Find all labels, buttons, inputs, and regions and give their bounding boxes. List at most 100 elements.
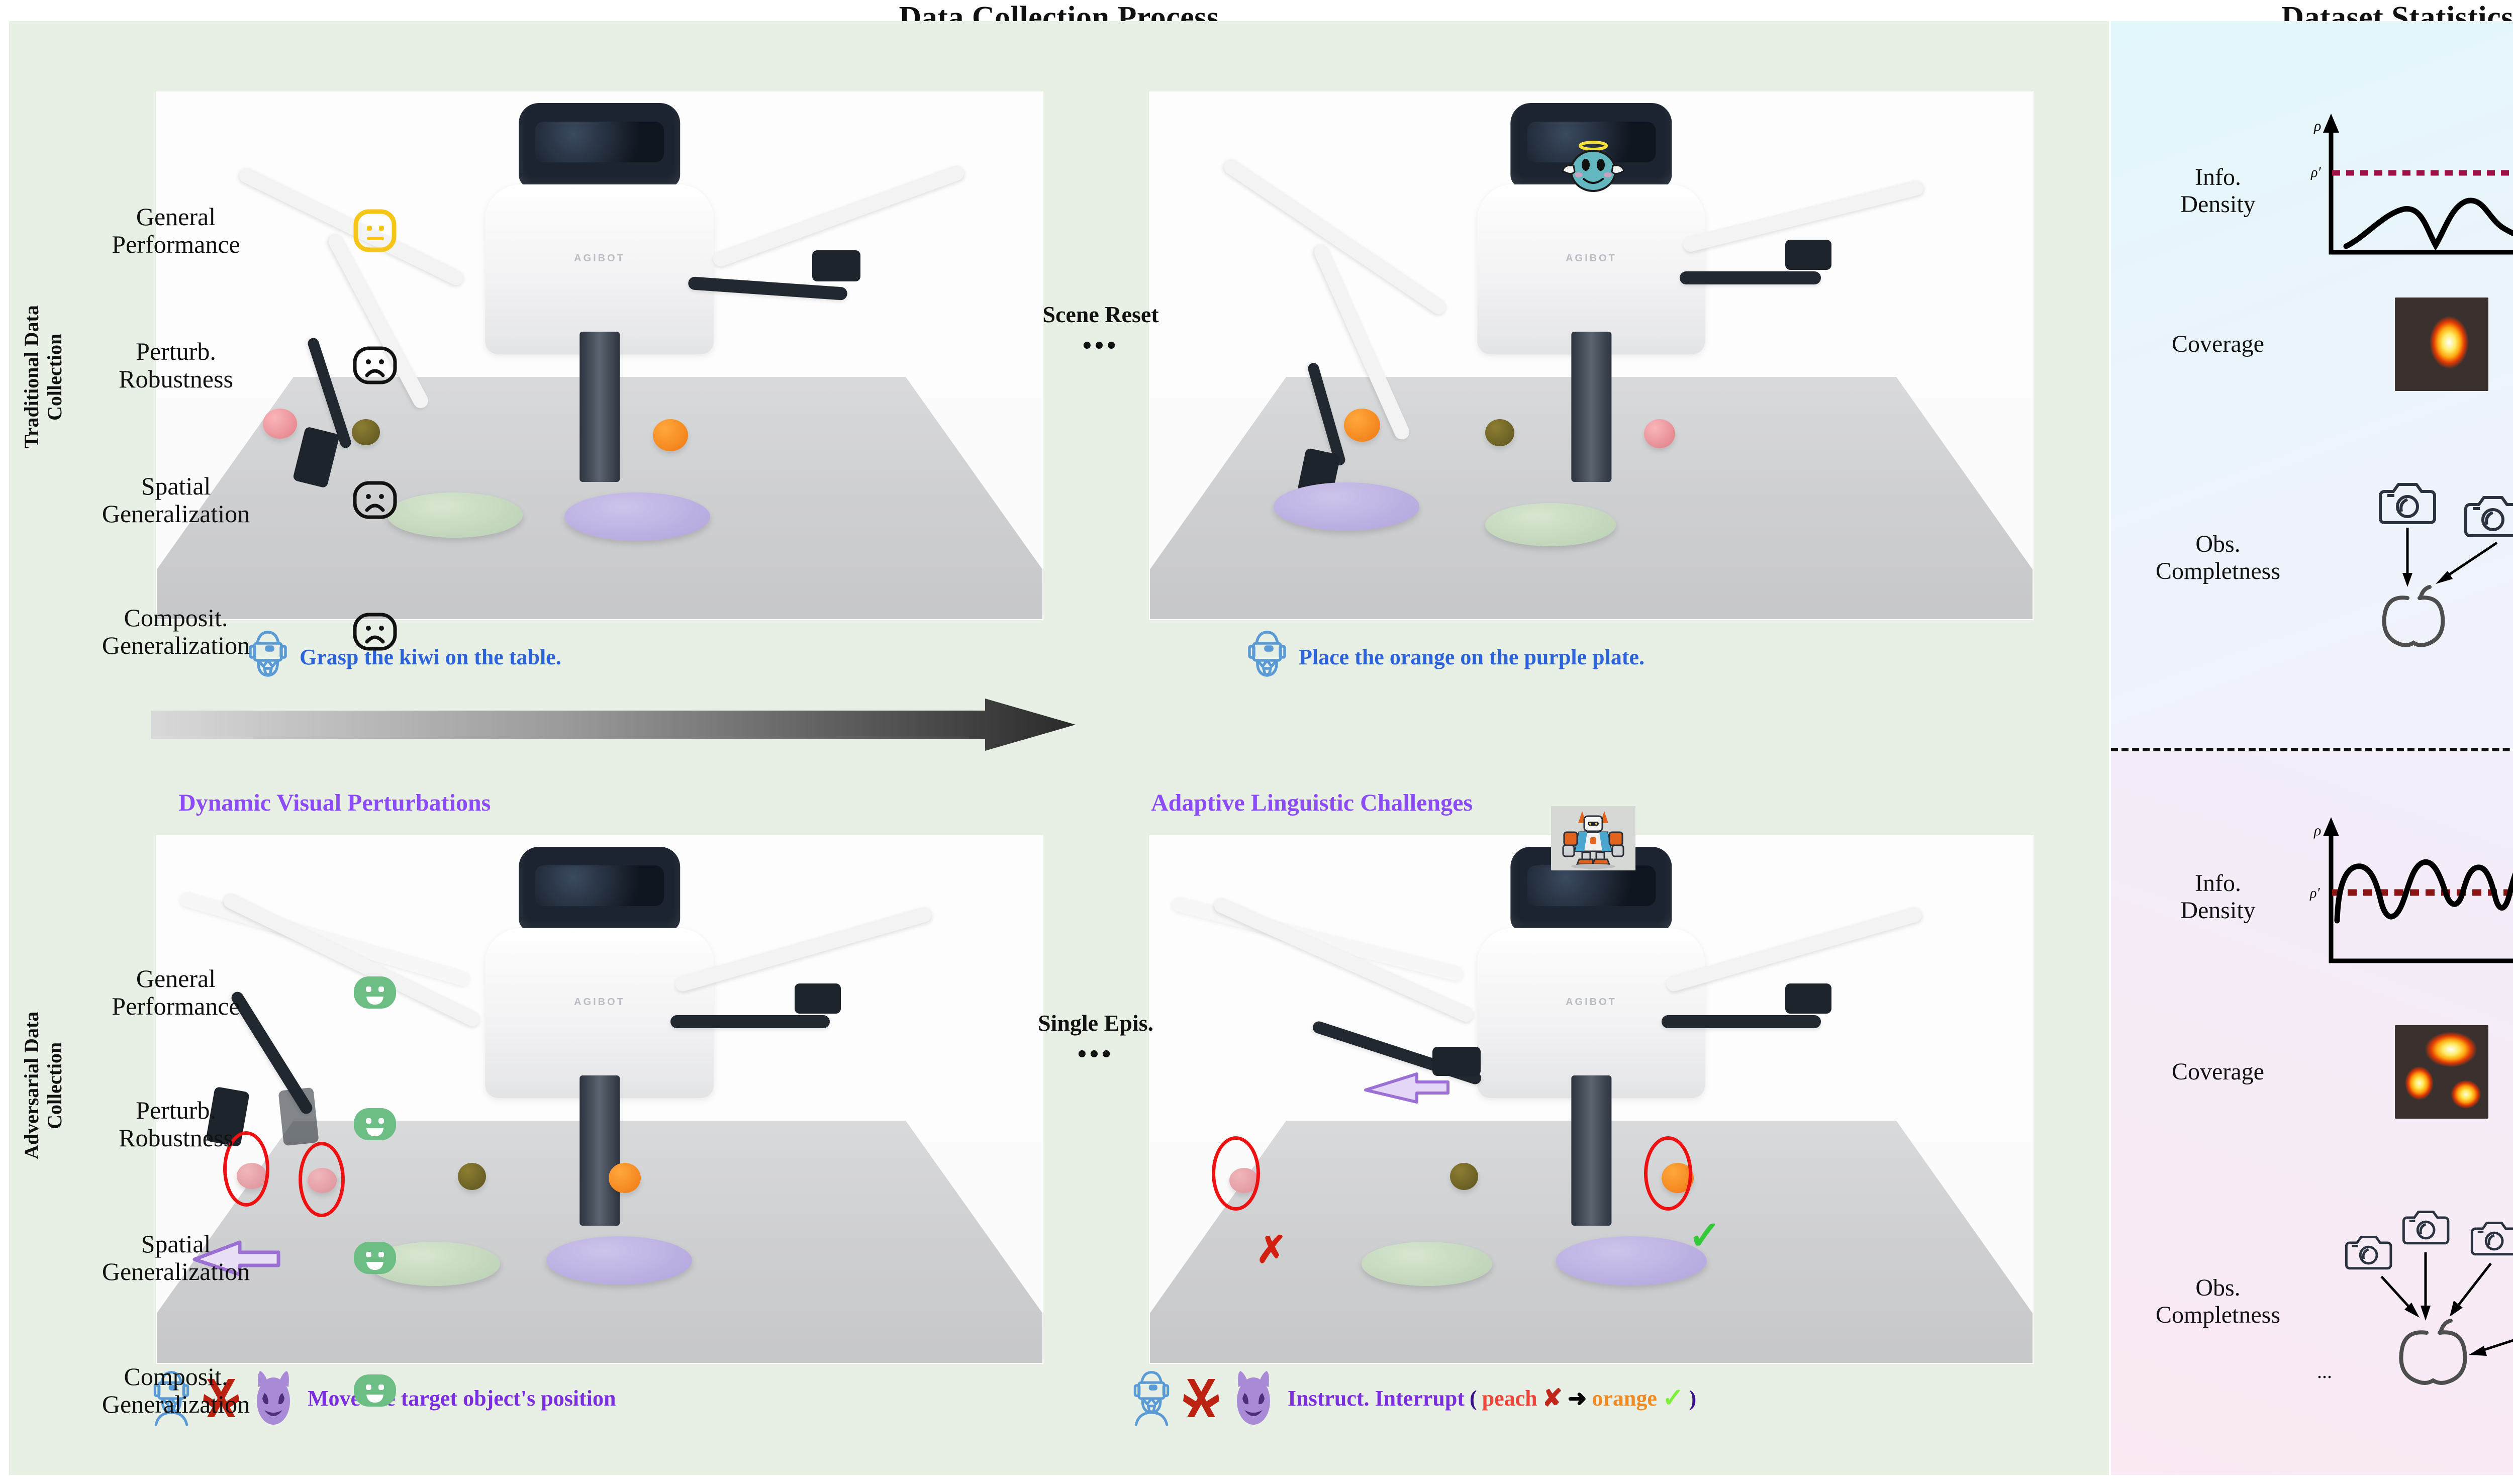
right-word: orange bbox=[1592, 1386, 1657, 1411]
scene-render: AGIBOT bbox=[157, 836, 1042, 1363]
policy-label: Spatial Generalization bbox=[102, 472, 250, 528]
sad-face-icon bbox=[353, 613, 397, 651]
stat-row-obs-completeness-adversarial: Obs. Completness bbox=[2135, 1201, 2513, 1402]
sad-face-icon bbox=[353, 346, 397, 384]
connector-single-episode-text: Single Epis. bbox=[1037, 1010, 1154, 1036]
annotation-move-arrow-icon bbox=[192, 1240, 280, 1276]
check-mark-icon: ✓ bbox=[1662, 1383, 1684, 1413]
caption-text: Place the orange on the purple plate. bbox=[1299, 644, 1645, 669]
camera-icon bbox=[2464, 496, 2513, 537]
connector-scene-reset-dots: ••• bbox=[1082, 331, 1119, 360]
policy-row-perturbation-robustness-adversarial: Perturb. Robustness bbox=[0, 1097, 491, 1152]
clash-icon bbox=[203, 1379, 239, 1417]
stat-row-coverage-adversarial: Coverage bbox=[2135, 1025, 2513, 1119]
paren-close: ) bbox=[1689, 1386, 1697, 1411]
photo-adversarial-visual-perturbation: AGIBOT bbox=[156, 835, 1043, 1364]
annotation-circle-rejected-peach bbox=[1211, 1136, 1260, 1211]
policy-row-compositional-generalization-adversarial: Composit. Generalization bbox=[0, 1363, 491, 1418]
policy-row-compositional-generalization-traditional: Composit. Generalization bbox=[0, 604, 491, 659]
camera-icon bbox=[2470, 1222, 2513, 1256]
stat-label-obs-completeness: Obs. Completness bbox=[2156, 531, 2280, 584]
photo-adversarial-linguistic-challenge: AGIBOT ✗ ✓ bbox=[1149, 835, 2034, 1364]
policy-row-general-performance-traditional: General Performance bbox=[0, 203, 491, 258]
heatmap-coverage-traditional bbox=[2395, 298, 2488, 391]
stat-row-info-density-traditional: Info. Density ρ t ρ′ bbox=[2135, 111, 2513, 271]
happy-face-icon bbox=[354, 976, 396, 1009]
clash-icon bbox=[1183, 1379, 1219, 1417]
connector-scene-reset: Scene Reset ••• bbox=[1025, 302, 1176, 359]
diagram-obs-completeness-traditional bbox=[2379, 483, 2513, 647]
stat-label-info-density: Info. Density bbox=[2180, 164, 2256, 218]
annotation-check-mark: ✓ bbox=[1688, 1213, 1721, 1257]
process-flow-arrow-icon bbox=[151, 699, 1076, 751]
stat-label-coverage: Coverage bbox=[2172, 331, 2264, 358]
vr-headset-icon bbox=[249, 631, 287, 677]
connector-scene-reset-text: Scene Reset bbox=[1042, 302, 1159, 327]
apple-icon bbox=[2382, 585, 2445, 647]
subheading-adaptive-linguistic-challenges: Adaptive Linguistic Challenges bbox=[1151, 789, 1473, 816]
annotation-circle-selected-orange bbox=[1644, 1136, 1693, 1211]
chart-info-density-traditional: ρ t ρ′ bbox=[2310, 114, 2513, 255]
axis-label-rho: ρ bbox=[2313, 118, 2321, 134]
policy-label: Composit. Generalization bbox=[102, 1362, 250, 1418]
axis-label-rho: ρ bbox=[2313, 822, 2321, 839]
policy-label: General Performance bbox=[112, 203, 240, 258]
policy-row-perturbation-robustness-traditional: Perturb. Robustness bbox=[0, 338, 491, 393]
sad-face-icon bbox=[353, 481, 397, 519]
stat-label-info-density: Info. Density bbox=[2180, 870, 2256, 924]
policy-row-general-performance-adversarial: General Performance bbox=[0, 965, 491, 1020]
diagram-obs-completeness-adversarial: ... bbox=[2317, 1211, 2513, 1385]
connector-single-episode: Single Epis. ••• bbox=[1020, 1010, 1171, 1067]
axis-label-rho-prime: ρ′ bbox=[2309, 885, 2320, 901]
caption-text: Grasp the kiwi on the table. bbox=[300, 644, 561, 669]
policy-row-spatial-generalization-traditional: Spatial Generalization bbox=[0, 472, 491, 528]
annotation-circle-original-position bbox=[223, 1131, 270, 1207]
arrow-icon bbox=[2402, 528, 2498, 587]
policy-label: General Performance bbox=[112, 964, 240, 1020]
subheading-dynamic-visual-perturbations: Dynamic Visual Perturbations bbox=[178, 789, 491, 816]
apple-icon bbox=[2399, 1319, 2467, 1385]
axis-label-rho-prime: ρ′ bbox=[2310, 165, 2321, 180]
neutral-face-icon bbox=[353, 209, 397, 252]
devil-icon bbox=[1237, 1371, 1270, 1425]
right-arrow-icon: ➜ bbox=[1567, 1386, 1587, 1411]
scene-render: AGIBOT bbox=[157, 92, 1042, 619]
connector-single-episode-dots: ••• bbox=[1077, 1039, 1114, 1068]
caption-place-orange: Place the orange on the purple plate. bbox=[1246, 629, 1645, 684]
x-mark-icon: ✘ bbox=[1542, 1385, 1563, 1412]
caption-text: Instruct. Interrupt bbox=[1288, 1386, 1465, 1411]
happy-face-icon bbox=[354, 1374, 396, 1407]
vr-headset-icon bbox=[1248, 631, 1286, 677]
angel-face-icon bbox=[1561, 141, 1625, 192]
policy-label: Spatial Generalization bbox=[102, 1230, 250, 1285]
camera-icon bbox=[2379, 483, 2436, 524]
robot-icon bbox=[1551, 806, 1635, 870]
policy-label: Perturb. Robustness bbox=[119, 337, 233, 393]
camera-icon bbox=[2402, 1211, 2450, 1245]
ellipsis-label: ... bbox=[2317, 1360, 2332, 1382]
annotation-x-mark: ✗ bbox=[1255, 1229, 1287, 1270]
annotation-circle-moved-position bbox=[298, 1141, 345, 1217]
paren-open: ( bbox=[1469, 1386, 1477, 1411]
wrong-word: peach bbox=[1482, 1386, 1537, 1411]
devil-icon bbox=[257, 1371, 290, 1425]
policy-label: Composit. Generalization bbox=[102, 604, 250, 659]
annotation-redirect-arrow-icon bbox=[1364, 1072, 1450, 1104]
stat-row-coverage-traditional: Coverage bbox=[2135, 298, 2513, 391]
policy-label: Perturb. Robustness bbox=[119, 1096, 233, 1152]
heatmap-coverage-adversarial bbox=[2395, 1025, 2488, 1119]
camera-icon bbox=[2345, 1236, 2392, 1270]
chart-info-density-adversarial: ρ t ρ′ bbox=[2309, 817, 2513, 963]
caption-grasp-kiwi: Grasp the kiwi on the table. bbox=[247, 629, 561, 684]
vr-headset-icon bbox=[153, 1371, 189, 1426]
stat-label-coverage: Coverage bbox=[2172, 1058, 2264, 1085]
scene-render: AGIBOT ✗ ✓ bbox=[1150, 836, 2033, 1363]
policy-row-spatial-generalization-adversarial: Spatial Generalization bbox=[0, 1230, 491, 1285]
stat-row-info-density-adversarial: Info. Density ρ t ρ′ bbox=[2135, 814, 2513, 980]
happy-face-icon bbox=[354, 1242, 396, 1274]
arrow-icon bbox=[2380, 1252, 2513, 1356]
section-divider bbox=[2111, 748, 2513, 751]
caption-instruction-interrupt: Instruct. Interrupt ( peach ✘ ➜ orange ✓… bbox=[1131, 1370, 1696, 1426]
vr-headset-icon bbox=[1133, 1371, 1170, 1426]
stat-row-obs-completeness-traditional: Obs. Completness bbox=[2135, 472, 2513, 647]
